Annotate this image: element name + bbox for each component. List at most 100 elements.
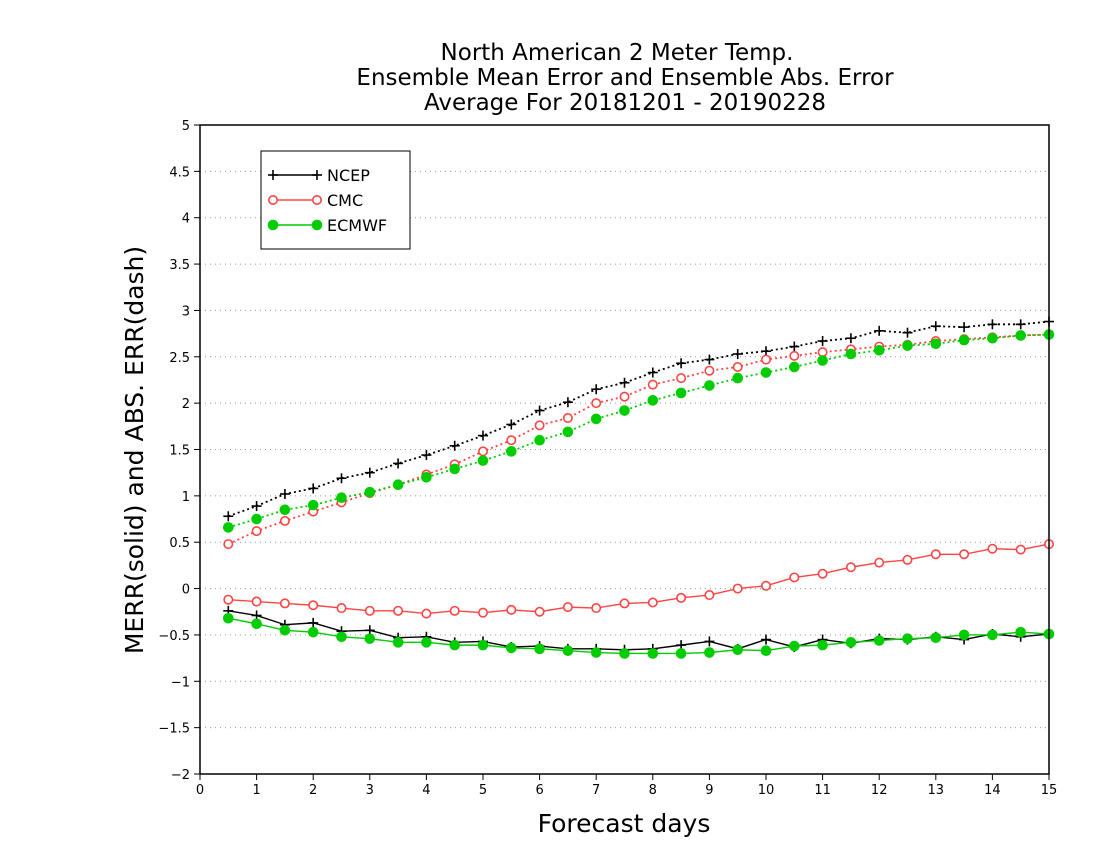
ecmwf-abs-err-point [845, 348, 857, 360]
ecmwf-abs-err-point [392, 479, 404, 491]
ecmwf-merr-point [704, 647, 715, 658]
ecmwf-abs-err-point [223, 522, 234, 533]
ncep-abs-err-point [704, 354, 715, 365]
x-tick-label: 12 [871, 783, 888, 798]
ecmwf-abs-err-point [562, 426, 574, 438]
cmc-abs-err-point [760, 354, 771, 365]
ncep-abs-err-point [676, 358, 687, 369]
ecmwf-abs-err-point [364, 486, 376, 498]
ecmwf-abs-err-point [817, 355, 828, 366]
ncep-abs-err-point [789, 341, 800, 352]
ncep-abs-err-point [449, 440, 460, 451]
cmc-merr-point [449, 605, 460, 616]
y-tick-label: 5 [182, 119, 190, 134]
ncep-merr-point [704, 636, 715, 647]
y-tick-label: −2 [171, 768, 190, 783]
ecmwf-abs-err-point [902, 340, 913, 351]
x-tick-label: 6 [535, 783, 543, 798]
cmc-merr-point [393, 605, 404, 616]
ecmwf-merr-point [789, 640, 800, 652]
ecmwf-merr-point [817, 639, 828, 651]
x-axis-label: Forecast days [538, 809, 711, 838]
y-tick-label: 2 [182, 397, 190, 412]
y-axis-label: MERR(solid) and ABS. ERR(dash) [120, 246, 149, 654]
grid-lines [200, 170, 1049, 729]
ecmwf-abs-err-point [307, 499, 319, 511]
ecmwf-abs-err-point [449, 463, 461, 475]
ecmwf-abs-err-point [760, 367, 772, 378]
ecmwf-abs-err-point [675, 387, 687, 399]
x-tick-label: 0 [196, 783, 204, 798]
ecmwf-merr-point [307, 626, 319, 638]
y-tick-label: 1 [182, 490, 190, 505]
cmc-abs-err-point [732, 361, 743, 372]
x-tick-label: 13 [928, 783, 945, 798]
cmc-abs-err-point [619, 391, 630, 402]
ncep-abs-err-point [959, 322, 970, 333]
ecmwf-merr-point [223, 612, 234, 624]
ecmwf-abs-err-point [930, 338, 942, 350]
legend-marker-start [267, 219, 279, 231]
x-tick-label: 10 [758, 783, 775, 798]
cmc-merr-point [477, 607, 488, 618]
y-tick-label: 3.5 [169, 258, 190, 273]
x-tick-label: 5 [479, 783, 487, 798]
ecmwf-merr-point [562, 645, 574, 656]
y-tick-label: 0.5 [169, 536, 190, 551]
cmc-abs-err-point [534, 420, 545, 431]
cmc-merr-point [534, 606, 545, 617]
y-tick-label: −0.5 [158, 629, 190, 644]
ncep-abs-err-point [393, 458, 404, 469]
cmc-merr-point [874, 557, 885, 568]
ncep-abs-err-point [987, 319, 998, 330]
ecmwf-abs-err-point [336, 492, 347, 504]
ncep-abs-err-point [619, 377, 630, 388]
ecmwf-merr-point [364, 633, 376, 644]
cmc-abs-err-point [817, 347, 828, 358]
cmc-merr-point [845, 562, 856, 573]
chart-title: North American 2 Meter Temp. Ensemble Me… [356, 40, 894, 116]
ncep-abs-err-point [732, 349, 743, 360]
legend-item-cmc: CMC [267, 191, 363, 210]
ecmwf-abs-err-point [421, 472, 432, 483]
ncep-merr-point [761, 634, 771, 645]
ecmwf-merr-point [845, 637, 857, 648]
ecmwf-abs-err-point [279, 504, 291, 516]
ecmwf-merr-point [930, 632, 942, 644]
ecmwf-abs-err-point [789, 361, 800, 373]
ncep-merr-line [228, 610, 1050, 651]
ncep-abs-err-point [223, 511, 234, 522]
cmc-merr-point [647, 597, 658, 608]
cmc-merr-point [308, 600, 319, 611]
ncep-abs-err-point [336, 473, 347, 484]
ecmwf-abs-err-point [590, 413, 602, 425]
title-line-2: Ensemble Mean Error and Ensemble Abs. Er… [356, 65, 894, 91]
ncep-abs-err-point [506, 419, 517, 430]
ecmwf-merr-point [958, 629, 970, 641]
ecmwf-abs-err-point [1015, 330, 1027, 341]
cmc-abs-err-point [279, 515, 290, 526]
x-tick-label: 14 [984, 783, 1001, 798]
ncep-merr-point [308, 617, 319, 628]
legend-marker-end [311, 219, 323, 231]
cmc-abs-err-point [591, 398, 602, 409]
ecmwf-merr-point [590, 647, 602, 658]
ncep-abs-err-point [534, 405, 545, 416]
ncep-abs-err-point [478, 430, 488, 441]
cmc-merr-point [251, 596, 262, 607]
ncep-abs-err-point [874, 325, 885, 336]
ecmwf-merr-point [760, 645, 772, 656]
x-tick-label: 2 [309, 783, 317, 798]
cmc-merr-point [421, 608, 432, 619]
cmc-merr-point [562, 602, 573, 613]
legend-label-cmc: CMC [327, 191, 363, 210]
cmc-merr-point [619, 598, 630, 609]
cmc-merr-point [1015, 544, 1026, 555]
cmc-abs-err-point [223, 539, 234, 550]
x-tick-label: 8 [649, 783, 657, 798]
x-tick-label: 4 [422, 783, 430, 798]
cmc-abs-err-point [251, 526, 262, 537]
ecmwf-abs-err-point [704, 380, 715, 391]
ecmwf-abs-err-point [647, 395, 659, 406]
x-tick-label: 1 [252, 783, 260, 798]
